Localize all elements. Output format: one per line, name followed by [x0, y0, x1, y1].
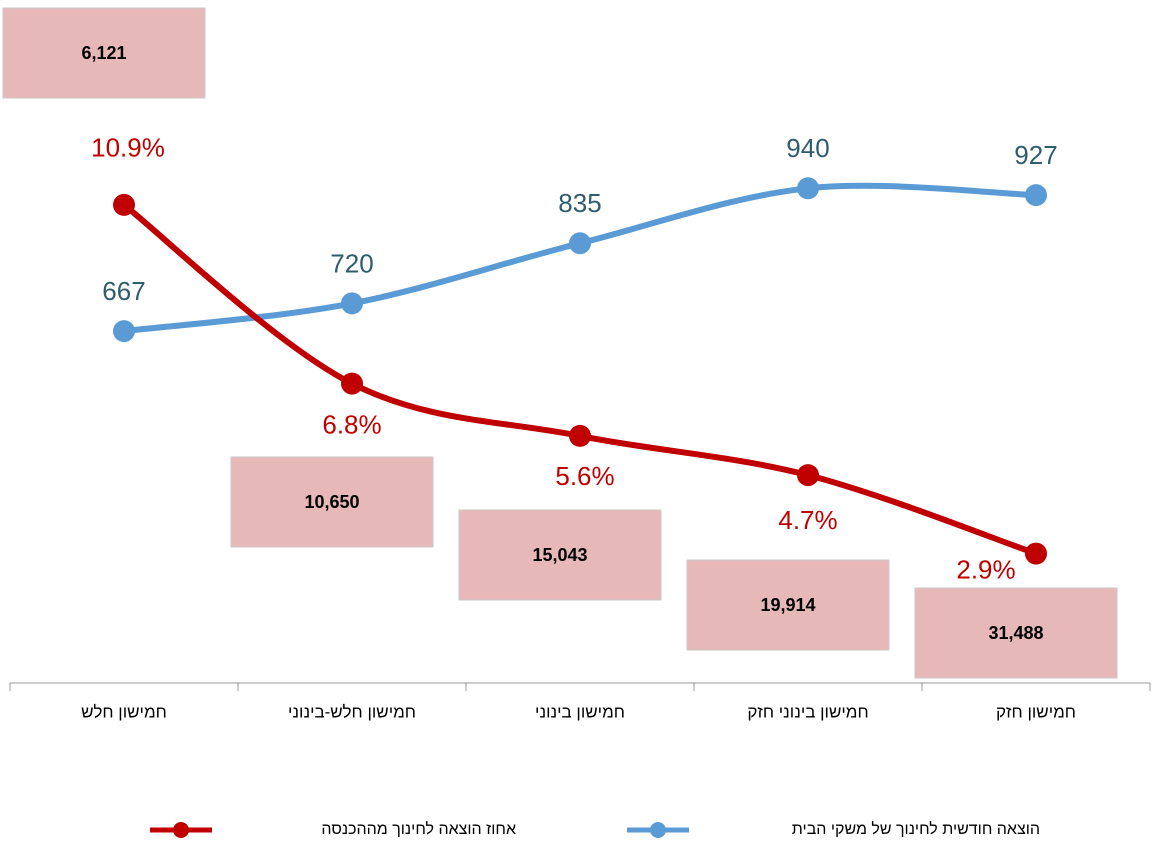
point — [569, 424, 591, 447]
x-tick-label: חמישון חזק — [996, 702, 1076, 721]
point — [569, 232, 591, 255]
point — [113, 193, 135, 216]
data-label: 10.9% — [91, 133, 165, 163]
income-label: 10,650 — [304, 492, 359, 512]
x-tick-label: חמישון חלש-בינוני — [288, 702, 416, 721]
data-label: 6.8% — [322, 409, 381, 439]
data-label: 835 — [558, 188, 601, 218]
point — [1025, 542, 1047, 565]
x-tick-label: חמישון חלש — [81, 702, 167, 721]
point — [341, 292, 363, 315]
income-box — [686, 559, 890, 651]
x-tick-label: חמישון בינוני חזק — [747, 702, 868, 721]
income-label: 15,043 — [532, 545, 587, 565]
legend-label: הוצאה חודשית לחינוך של משקי הבית — [792, 820, 1040, 838]
data-label: 720 — [330, 248, 373, 278]
legend-label: אחוז הוצאה לחינוך מההכנסה — [321, 820, 516, 838]
point — [797, 464, 819, 487]
data-label: 4.7% — [778, 505, 837, 535]
data-label: 940 — [786, 133, 829, 163]
income-label: 31,488 — [988, 623, 1043, 643]
income-box — [458, 509, 662, 601]
point — [341, 372, 363, 395]
point — [113, 320, 135, 343]
data-label: 2.9% — [956, 554, 1015, 584]
income-label: 6,121 — [81, 43, 126, 63]
data-label: 667 — [102, 276, 145, 306]
x-tick-label: חמישון בינוני — [535, 702, 625, 721]
income-box — [914, 587, 1118, 679]
point — [797, 177, 819, 200]
data-label: 927 — [1014, 140, 1057, 170]
income-label: 19,914 — [760, 595, 815, 615]
data-label: 5.6% — [555, 461, 614, 491]
income-box — [2, 7, 206, 99]
point — [1025, 184, 1047, 207]
legend-marker — [650, 822, 666, 838]
legend-marker — [173, 822, 189, 838]
income-box — [230, 456, 434, 548]
